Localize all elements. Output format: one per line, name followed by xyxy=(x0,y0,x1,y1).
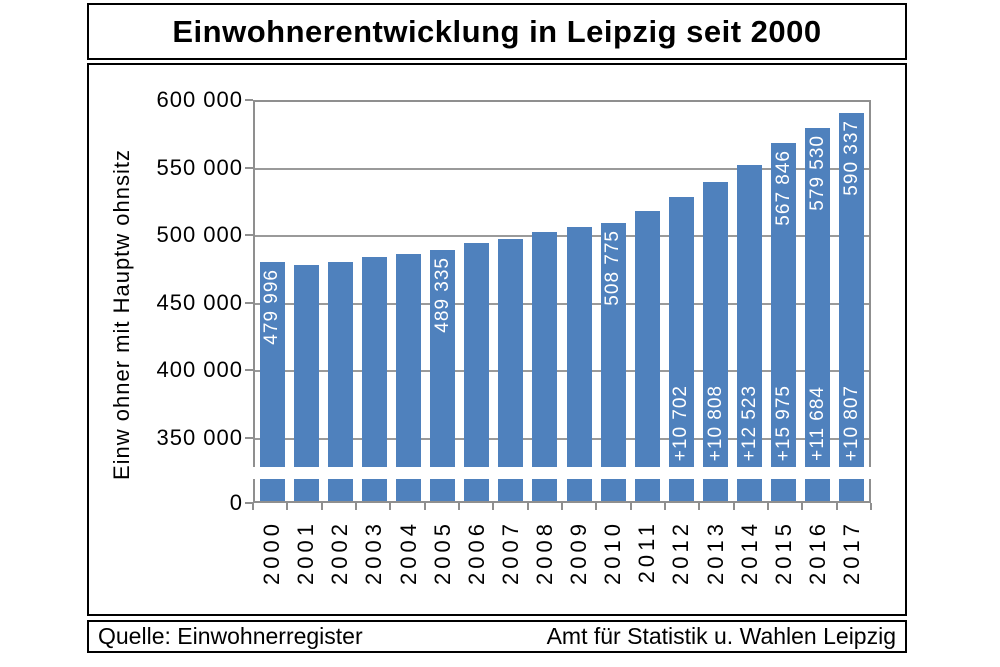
y-tick-mark xyxy=(245,369,253,371)
x-year-label: 2014 xyxy=(736,520,762,585)
bar xyxy=(498,239,524,501)
y-tick-mark xyxy=(245,234,253,236)
x-tick-mark xyxy=(595,503,598,510)
x-tick-mark xyxy=(732,503,735,510)
plot-area: 479 996 489 335 508 775 +10 702 +10 808 +12 5… xyxy=(253,100,871,503)
x-tick-mark xyxy=(526,503,529,510)
y-axis-title: Einw ohner mit Hauptw ohnsitz xyxy=(99,110,145,520)
x-year-label: 2005 xyxy=(429,520,455,585)
bar: 567 846 +15 975 xyxy=(771,143,797,501)
x-year-label: 2017 xyxy=(838,520,864,585)
bar-delta-label: +10 808 xyxy=(704,384,726,461)
x-tick-mark xyxy=(561,503,563,510)
x-tick-mark xyxy=(664,503,666,510)
x-year-label: 2011 xyxy=(634,520,660,584)
x-year-label: 2008 xyxy=(531,520,557,585)
x-year-label: 2009 xyxy=(566,520,592,585)
gridline xyxy=(255,438,869,440)
source-box: Quelle: Einwohnerregister Amt für Statis… xyxy=(87,620,907,653)
source-right-text: Amt für Statistik u. Wahlen Leipzig xyxy=(546,623,896,649)
x-year-label: 2015 xyxy=(770,520,796,585)
title-box: Einwohnerentwicklung in Leipzig seit 200… xyxy=(87,3,907,60)
y-tick-mark xyxy=(245,437,253,439)
y-axis-title-text: Einw ohner mit Hauptw ohnsitz xyxy=(109,149,134,481)
y-tick-mark xyxy=(245,99,253,101)
bar: 479 996 xyxy=(259,262,285,501)
x-tick-mark xyxy=(629,503,632,510)
bar: 508 775 xyxy=(600,223,626,501)
bar-delta-label: +10 807 xyxy=(840,384,862,461)
x-tick-mark xyxy=(286,503,289,510)
bar-total-label: 590 337 xyxy=(840,120,862,196)
bar: +10 808 xyxy=(703,182,728,501)
gridline xyxy=(255,370,869,372)
x-tick-mark xyxy=(320,503,323,510)
x-tick-mark xyxy=(698,503,701,510)
x-tick-mark xyxy=(389,503,392,510)
x-tick-mark xyxy=(835,503,838,510)
x-year-label: 2000 xyxy=(259,520,285,585)
bar xyxy=(361,257,387,501)
x-tick-mark xyxy=(355,503,357,510)
x-year-label: 2010 xyxy=(600,520,626,585)
x-year-label: 2001 xyxy=(293,520,319,585)
x-tick-mark xyxy=(492,503,495,510)
bar-total-label: 508 775 xyxy=(602,230,624,306)
y-tick-mark xyxy=(245,167,253,169)
x-year-label: 2013 xyxy=(702,520,728,585)
y-tick-label: 500 000 xyxy=(156,222,243,247)
bar-delta-label: +12 523 xyxy=(738,384,760,461)
x-tick-mark xyxy=(252,503,254,510)
bar xyxy=(293,265,319,501)
bar xyxy=(464,243,490,501)
y-tick-label: 600 000 xyxy=(156,87,243,112)
bar: 579 530 +11 684 xyxy=(805,128,831,501)
y-tick-label: 350 000 xyxy=(156,425,243,450)
y-tick-label: 550 000 xyxy=(156,155,243,180)
bar xyxy=(327,262,353,501)
bar: +12 523 xyxy=(737,165,763,501)
bar-total-label: 579 530 xyxy=(806,135,828,211)
x-year-label: 2016 xyxy=(804,520,830,585)
bar xyxy=(532,232,558,501)
bar-total-label: 479 996 xyxy=(261,269,283,345)
x-year-label: 2002 xyxy=(327,520,353,585)
bar-delta-label: +15 975 xyxy=(772,384,794,461)
x-year-label: 2007 xyxy=(497,520,523,585)
y-tick-label: 0 xyxy=(229,490,243,515)
bar: 590 337 +10 807 xyxy=(839,113,865,501)
x-tick-mark xyxy=(801,503,804,510)
gridline xyxy=(255,303,869,305)
y-tick-mark xyxy=(245,302,253,304)
x-year-label: 2006 xyxy=(463,520,489,585)
bar xyxy=(566,227,592,501)
x-tick-mark xyxy=(458,503,460,510)
bar: 489 335 xyxy=(430,250,456,501)
y-tick-label: 450 000 xyxy=(156,290,243,315)
gridline xyxy=(255,235,869,237)
x-tick-mark xyxy=(767,503,769,510)
bar-delta-label: +10 702 xyxy=(670,384,692,461)
x-year-label: 2003 xyxy=(361,520,387,585)
bar-delta-label: +11 684 xyxy=(806,386,828,461)
bar: +10 702 xyxy=(668,197,694,501)
source-left-text: Quelle: Einwohnerregister xyxy=(98,623,363,649)
y-tick-label: 400 000 xyxy=(156,357,243,382)
x-tick-mark xyxy=(870,503,872,510)
bar-total-label: 489 335 xyxy=(431,257,453,333)
page-title: Einwohnerentwicklung in Leipzig seit 200… xyxy=(172,13,822,49)
axis-break-band xyxy=(253,467,871,479)
bar xyxy=(396,254,421,501)
bar xyxy=(634,211,660,501)
gridline xyxy=(255,168,869,170)
x-year-label: 2012 xyxy=(668,520,694,585)
bar-total-label: 567 846 xyxy=(772,150,794,226)
x-year-labels-layer: 2000 2001 2002 2003 2004 2005 2006 2007 2008 2009… xyxy=(0,512,1000,607)
y-tick-mark xyxy=(245,502,253,504)
x-tick-mark xyxy=(423,503,426,510)
x-year-label: 2004 xyxy=(395,520,421,585)
